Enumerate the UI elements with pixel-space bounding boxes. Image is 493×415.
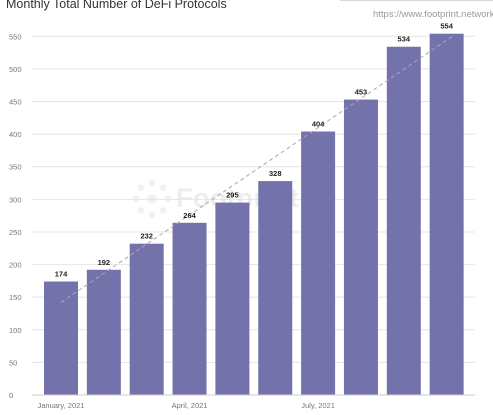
x-tick-label: July, 2021 — [301, 401, 335, 410]
data-label: 264 — [183, 211, 196, 220]
y-tick-label: 150 — [9, 293, 22, 302]
bar-2021-06[interactable] — [258, 181, 293, 395]
y-axis: 0 50 100 150 200 250 300 350 400 450 500 550 — [9, 32, 22, 400]
y-tick-label: 300 — [9, 195, 22, 204]
bar-2021-02[interactable] — [86, 269, 121, 395]
x-axis: January, 2021 April, 2021 July, 2021 — [32, 394, 475, 410]
footprint-logo-icon — [132, 179, 172, 219]
data-label: 232 — [140, 232, 153, 241]
data-label: 328 — [269, 169, 282, 178]
y-tick-label: 250 — [9, 228, 22, 237]
bars — [44, 33, 464, 396]
bar-2021-08[interactable] — [343, 99, 378, 395]
data-labels: 174 192 232 264 295 328 404 453 534 554 — [55, 22, 454, 279]
source-url[interactable]: https://www.footprint.network — [373, 9, 493, 20]
y-tick-label: 550 — [9, 32, 22, 41]
bar-2021-05[interactable] — [215, 202, 250, 395]
y-tick-label: 200 — [9, 261, 22, 270]
bar-2021-10[interactable] — [429, 33, 464, 396]
bar-2021-07[interactable] — [301, 131, 336, 396]
bar-2021-03[interactable] — [129, 243, 164, 395]
bar-2021-09[interactable] — [386, 46, 421, 395]
x-tick-label: April, 2021 — [172, 401, 208, 410]
y-tick-label: 400 — [9, 130, 22, 139]
y-tick-label: 0 — [9, 391, 13, 400]
y-tick-label: 350 — [9, 163, 22, 172]
bar-2021-04[interactable] — [172, 222, 207, 395]
bar-2021-01[interactable] — [44, 281, 78, 395]
y-tick-label: 50 — [9, 358, 17, 367]
data-label: 174 — [55, 270, 68, 279]
data-label: 404 — [312, 120, 325, 129]
x-tick-label: January, 2021 — [38, 401, 85, 410]
data-label: 453 — [355, 88, 368, 97]
data-label: 554 — [440, 22, 453, 31]
trend-line — [60, 35, 453, 303]
y-tick-label: 500 — [9, 65, 22, 74]
y-tick-label: 100 — [9, 326, 22, 335]
data-label: 192 — [98, 258, 111, 267]
y-tick-label: 450 — [9, 98, 22, 107]
header-divider — [340, 0, 493, 1]
data-label: 295 — [226, 191, 239, 200]
chart-title: Monthly Total Number of DeFi Protocols — [6, 0, 227, 11]
data-label: 534 — [398, 35, 411, 44]
trendline — [60, 35, 453, 303]
